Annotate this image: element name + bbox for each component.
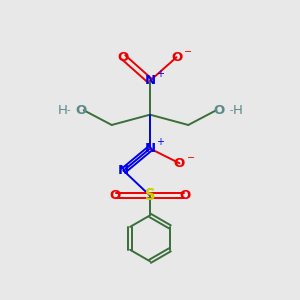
Text: −: − <box>187 153 195 163</box>
Text: +: + <box>156 69 164 79</box>
Text: N: N <box>118 164 129 177</box>
Text: O: O <box>213 104 224 117</box>
Text: O: O <box>174 157 185 170</box>
Text: O: O <box>76 104 87 117</box>
Text: N: N <box>144 74 156 87</box>
Text: -: - <box>67 105 70 115</box>
Text: H: H <box>232 104 242 117</box>
Text: N: N <box>144 142 156 155</box>
Text: O: O <box>109 189 120 202</box>
Text: O: O <box>118 51 129 64</box>
Text: O: O <box>180 189 191 202</box>
Text: S: S <box>145 188 155 203</box>
Text: O: O <box>171 51 182 64</box>
Text: -: - <box>230 105 233 115</box>
Text: +: + <box>156 137 164 147</box>
Text: H: H <box>58 104 68 117</box>
Text: −: − <box>184 47 192 57</box>
